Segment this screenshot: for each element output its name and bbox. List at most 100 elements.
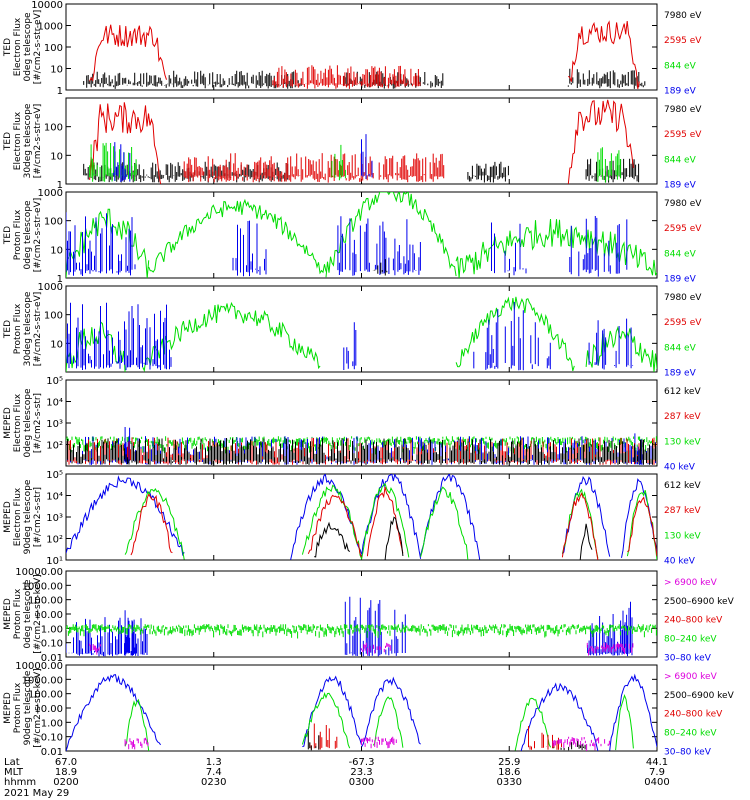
series-green-band: [66, 436, 657, 455]
series-black-mark: [307, 730, 320, 751]
series-magenta-band: [124, 737, 149, 750]
y-axis-label: [#/cm2-s-str-eV]: [33, 292, 43, 367]
series-group: [66, 474, 657, 560]
series-blue-mark: [622, 601, 633, 657]
y-axis-label: 90deg telescope: [23, 670, 33, 745]
series-green-line: [561, 488, 599, 559]
y-axis-label: 90deg telescope: [23, 479, 33, 554]
series-red-mark: [272, 65, 421, 89]
panel-3: 1 10 100 1000 TED Proton Flux 0deg telescope [#…: [3, 188, 702, 285]
y-tick-label: 1: [57, 86, 63, 97]
y-tick-label: 10²: [46, 535, 63, 546]
y-tick-label: 10: [50, 65, 63, 76]
y-axis-label: Proton Flux: [13, 303, 23, 354]
legend-entry: 189 eV: [664, 180, 697, 190]
legend-entry: 612 keV: [664, 387, 701, 397]
series-green-line: [420, 486, 469, 560]
y-axis-label: MEPED: [3, 598, 13, 630]
y-tick-label: 1: [57, 180, 63, 191]
x-time-value: 0300: [349, 777, 374, 788]
x-mlt-value: 18.6: [498, 767, 520, 778]
series-green-line: [325, 192, 457, 278]
series-red-line: [89, 24, 167, 82]
x-time-value: 0200: [53, 777, 78, 788]
legend-entry: 612 keV: [664, 481, 701, 491]
legend-entry: 844 eV: [664, 155, 697, 165]
x-mlt-value: 23.3: [350, 767, 372, 778]
series-blue-mark: [112, 142, 131, 182]
series-group: [66, 673, 657, 751]
y-tick-label: 1000: [38, 188, 63, 199]
y-tick-label: 10⁵: [46, 376, 63, 387]
legend-entry: 287 keV: [664, 506, 701, 516]
y-axis-label: [#/cm2-s-str-eV]: [33, 198, 43, 273]
y-axis-label: [#/cm2-s-str-eV]: [33, 104, 43, 179]
series-red-line: [561, 492, 599, 560]
y-axis-label: Electron Flux: [13, 17, 23, 76]
legend-entry: 240–800 keV: [664, 616, 723, 626]
panel-5: 10² 10³ 10⁴ 10⁵ MEPED Electron Flux 0deg teles…: [3, 376, 701, 472]
series-green-line: [615, 693, 634, 751]
series-black-line: [314, 521, 351, 558]
y-tick-label: 0.10: [41, 639, 63, 650]
y-axis-label: [#/cm2-s-str-eV]: [33, 10, 43, 85]
series-green-line: [66, 208, 150, 278]
y-axis-label: [#/cm2-s-str]: [33, 393, 43, 453]
series-black-mark: [567, 68, 646, 89]
legend-entry: > 6900 keV: [664, 672, 718, 682]
series-red-mark: [528, 726, 562, 750]
series-green-line: [455, 296, 575, 372]
y-tick-label: 1.00: [41, 718, 63, 729]
x-lat-value: -67.3: [349, 757, 375, 768]
series-black-line: [579, 523, 593, 560]
legend-entry: 189 eV: [664, 368, 697, 378]
series-blue-mark: [66, 212, 136, 276]
y-tick-label: 10⁴: [46, 398, 63, 409]
series-blue-mark: [344, 596, 406, 657]
y-axis-label: [#/cm2-s-str-keV]: [33, 668, 43, 747]
panel-2: 1 10 100 TED Electron Flux 30deg telescope [#/…: [3, 97, 702, 191]
panel-frame: [65, 191, 658, 279]
series-black-mark: [467, 161, 509, 183]
legend-entry: 30–80 keV: [664, 653, 712, 663]
y-axis-label: TED: [3, 320, 13, 339]
series-red-line: [89, 102, 162, 184]
y-tick-label: 10: [50, 151, 63, 162]
y-axis-label: MEPED: [3, 407, 13, 439]
series-blue-mark: [66, 617, 148, 657]
y-axis-label: MEPED: [3, 501, 13, 533]
y-tick-label: 100: [44, 217, 63, 228]
series-blue-mark: [361, 134, 373, 179]
y-axis-label: [#/cm2-s-str-keV]: [33, 574, 43, 653]
y-tick-label: 0.01: [41, 653, 63, 664]
series-green-line: [361, 482, 410, 560]
y-tick-label: 10000.00: [15, 661, 63, 672]
series-blue-mark: [337, 216, 421, 276]
x-row-label: MLT: [4, 767, 24, 778]
x-time-value: 0330: [497, 777, 522, 788]
series-green-line: [301, 692, 351, 749]
y-axis-label: Electron Flux: [13, 111, 23, 170]
y-tick-label: 10³: [46, 419, 63, 430]
y-tick-label: 1: [57, 274, 63, 285]
x-mlt-value: 7.4: [206, 767, 222, 778]
legend-entry: 40 keV: [664, 462, 696, 472]
y-tick-label: 100: [44, 311, 63, 322]
y-axis-label: 0deg telescope: [23, 579, 33, 649]
series-magenta-band: [552, 736, 610, 751]
x-mlt-value: 18.9: [55, 767, 77, 778]
series-black-mark: [585, 158, 640, 183]
series-black-mark: [83, 70, 302, 89]
x-lat-value: 25.9: [498, 757, 520, 768]
series-red-mark: [183, 153, 445, 183]
legend-entry: 2595 eV: [664, 318, 702, 328]
x-row-label: hhmm: [4, 777, 36, 788]
panel-1: 1 10 100 1000 10000 TED Electron Flux 0deg tele…: [3, 0, 702, 97]
series-green-line: [455, 218, 657, 278]
y-axis-label: 0deg telescope: [23, 388, 33, 458]
legend-entry: 40 keV: [664, 556, 696, 566]
y-axis-label: 30deg telescope: [23, 103, 33, 178]
y-tick-label: 100: [44, 43, 63, 54]
series-blue-line: [520, 682, 599, 751]
